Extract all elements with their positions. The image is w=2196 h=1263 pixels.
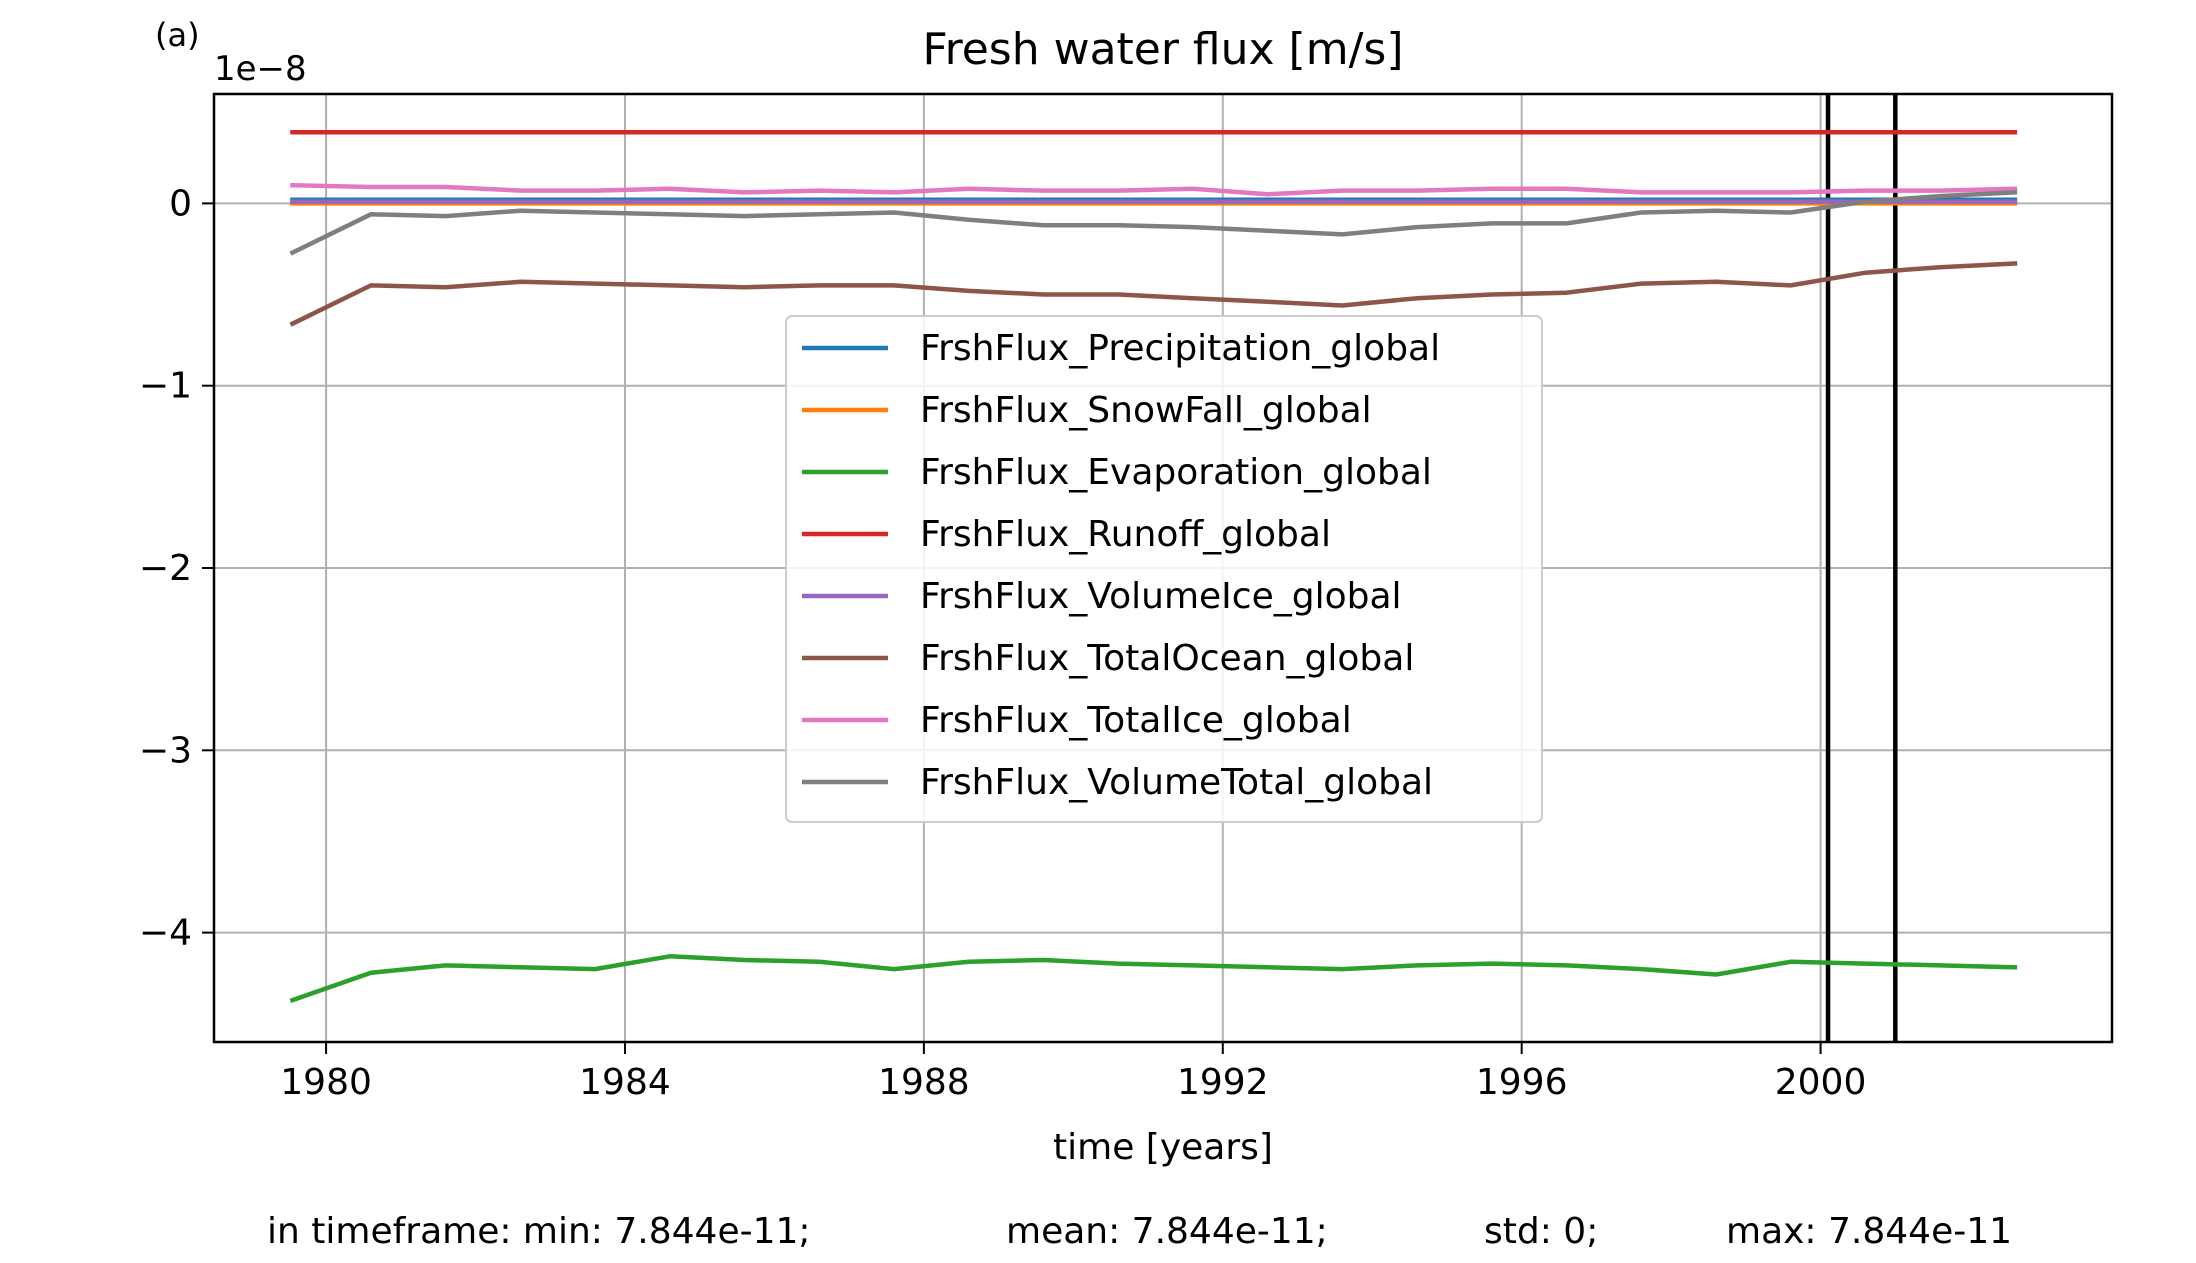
y-tick-label: −3	[139, 730, 192, 771]
y-tick-label: −2	[139, 548, 192, 589]
series-line	[289, 190, 2018, 256]
stats-std: std: 0;	[1484, 1211, 1598, 1252]
y-tick-label: −4	[139, 913, 192, 954]
stats-line: in timeframe: min: 7.844e-11; mean: 7.84…	[267, 1211, 2012, 1252]
chart-title: Fresh water flux [m/s]	[922, 24, 1403, 75]
x-tick-label: 2000	[1775, 1062, 1867, 1103]
stats-mean: mean: 7.844e-11;	[1006, 1211, 1328, 1252]
legend-label: FrshFlux_VolumeTotal_global	[920, 762, 1433, 803]
legend: FrshFlux_Precipitation_global FrshFlux_Sn…	[785, 315, 1543, 823]
panel-label: (a)	[155, 16, 200, 54]
legend-label: FrshFlux_Precipitation_global	[920, 328, 1440, 369]
series-line	[289, 954, 2018, 1003]
y-offset-label: 1e−8	[214, 49, 307, 89]
legend-label: FrshFlux_Evaporation_global	[920, 452, 1432, 493]
stats-max: max: 7.844e-11	[1726, 1211, 2012, 1252]
series-line	[290, 182, 2018, 197]
y-tick-label: 0	[169, 183, 192, 224]
legend-label: FrshFlux_Runoff_global	[920, 514, 1331, 555]
legend-label: FrshFlux_SnowFall_global	[920, 390, 1372, 431]
x-tick-label: 1984	[579, 1062, 671, 1103]
x-axis-label: time [years]	[1053, 1127, 1273, 1168]
legend-label: FrshFlux_TotalOcean_global	[920, 638, 1414, 679]
legend-label: FrshFlux_TotalIce_global	[920, 700, 1352, 741]
x-tick-label: 1988	[878, 1062, 970, 1103]
series-line	[289, 261, 2018, 327]
vertical-markers	[1825, 94, 1898, 1042]
stats-min: in timeframe: min: 7.844e-11;	[267, 1211, 811, 1252]
x-tick-label: 1980	[280, 1062, 372, 1103]
legend-box	[785, 315, 1543, 823]
x-tick-label: 1992	[1177, 1062, 1269, 1103]
legend-label: FrshFlux_VolumeIce_global	[920, 576, 1402, 617]
data-series	[289, 130, 2018, 1003]
x-tick-label: 1996	[1476, 1062, 1568, 1103]
axis-ticks: 1980 1984 1988 1992 1996 2000 −4 −3 −2 −1 0	[139, 183, 1866, 1103]
y-tick-label: −1	[139, 366, 192, 407]
legend-entries: FrshFlux_Precipitation_global FrshFlux_Sn…	[802, 328, 1440, 803]
